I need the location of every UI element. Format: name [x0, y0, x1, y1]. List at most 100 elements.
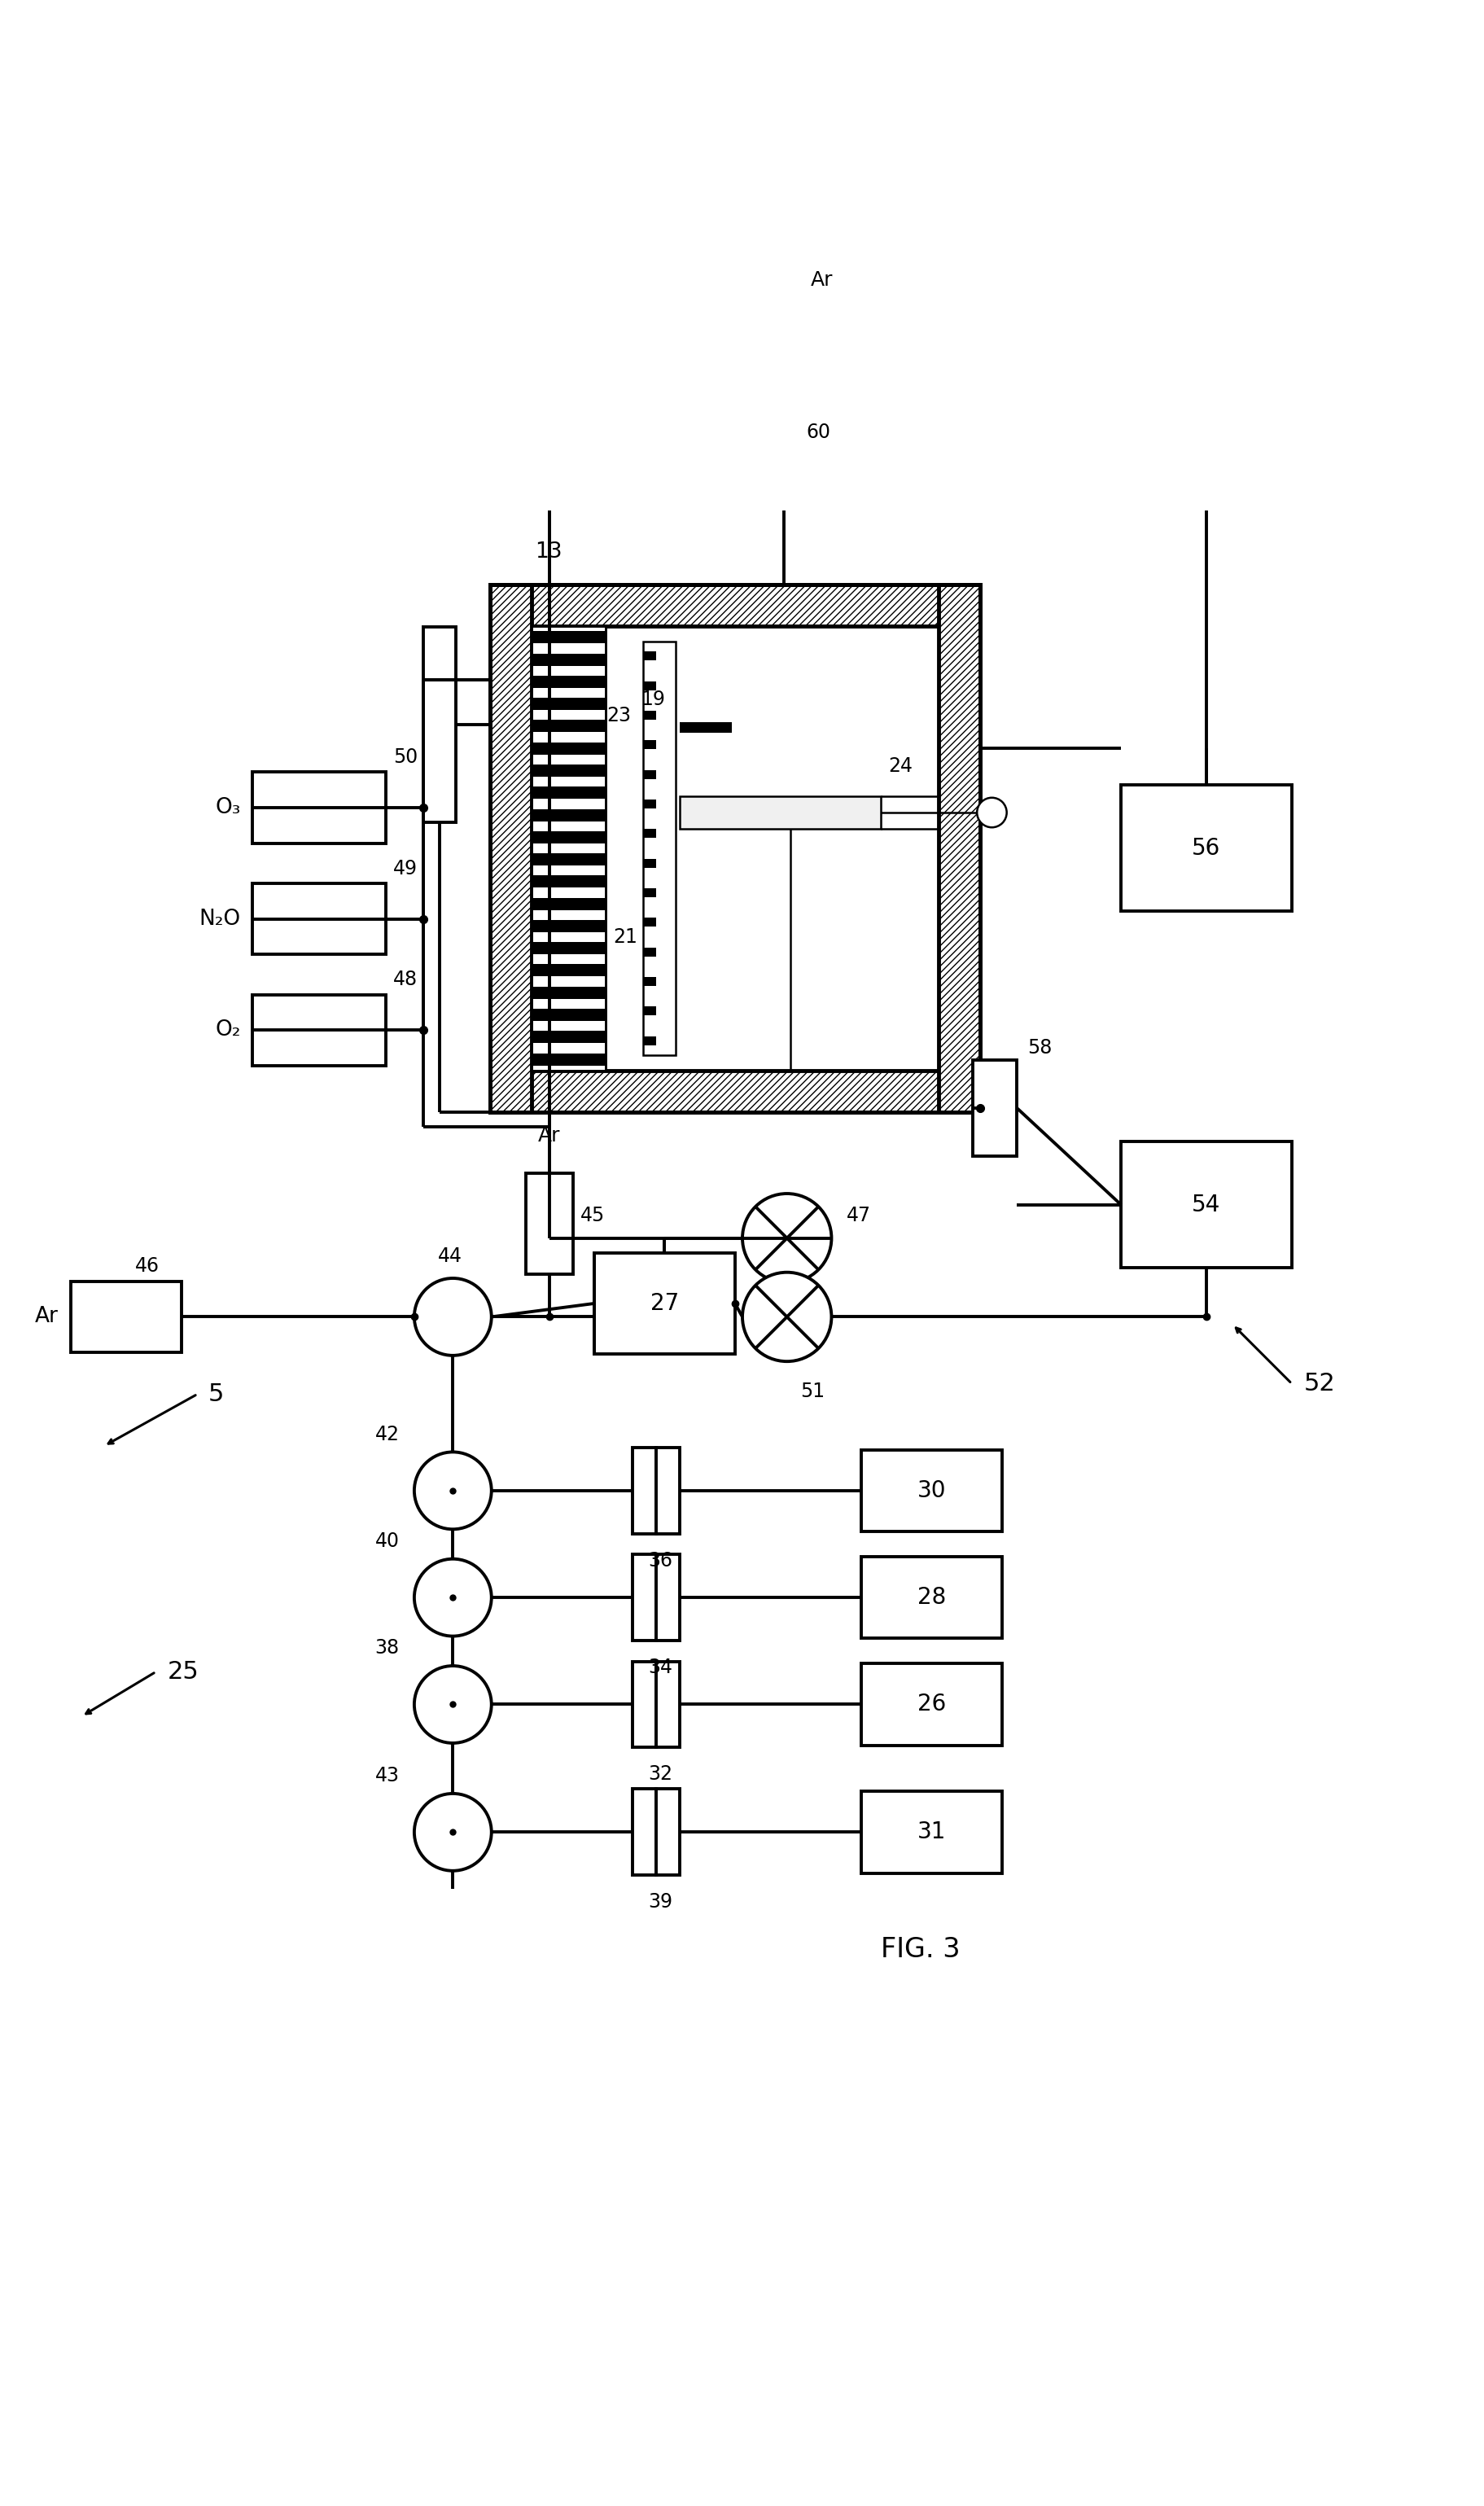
Bar — [656, 1661, 680, 1747]
Bar — [643, 917, 656, 927]
Bar — [643, 682, 656, 689]
Text: 38: 38 — [374, 1639, 399, 1659]
Bar — [531, 897, 605, 910]
Text: 26: 26 — [917, 1694, 945, 1717]
Text: 60: 60 — [806, 424, 830, 441]
Bar — [861, 1451, 1002, 1531]
Bar — [680, 722, 732, 732]
Text: 5: 5 — [208, 1383, 224, 1406]
Bar — [594, 1253, 735, 1353]
Bar — [531, 697, 605, 709]
Bar — [490, 584, 531, 1113]
Bar — [490, 584, 979, 626]
Bar — [531, 1030, 605, 1042]
Text: 32: 32 — [649, 1764, 672, 1784]
Text: 52: 52 — [1303, 1371, 1334, 1396]
Bar — [643, 652, 656, 662]
Bar — [531, 626, 605, 1070]
Bar — [643, 1007, 656, 1015]
Text: 28: 28 — [917, 1586, 945, 1609]
Text: O₃: O₃ — [215, 797, 240, 817]
Text: 43: 43 — [375, 1767, 399, 1784]
Bar — [71, 1281, 181, 1353]
Text: FIG. 3: FIG. 3 — [880, 1937, 960, 1962]
Bar — [656, 1554, 680, 1641]
Text: O₂: O₂ — [215, 1020, 240, 1040]
Text: 36: 36 — [649, 1551, 672, 1571]
Bar — [252, 772, 386, 842]
Bar — [643, 860, 656, 867]
Bar — [531, 1053, 605, 1065]
Text: 46: 46 — [135, 1256, 159, 1276]
Bar — [531, 742, 605, 754]
Bar — [972, 1060, 1017, 1155]
Bar — [531, 654, 605, 667]
Bar — [525, 1173, 573, 1273]
Bar — [531, 809, 605, 822]
Bar — [861, 1792, 1002, 1872]
Bar — [656, 1789, 680, 1874]
Bar — [656, 1448, 680, 1534]
Text: 58: 58 — [1027, 1037, 1052, 1058]
Bar — [760, 376, 807, 489]
Bar — [643, 769, 656, 779]
Text: Ar: Ar — [36, 1306, 59, 1328]
Bar — [490, 1070, 979, 1113]
Text: 39: 39 — [649, 1892, 672, 1912]
Text: 42: 42 — [375, 1423, 399, 1443]
Bar — [643, 1037, 656, 1045]
Bar — [861, 1664, 1002, 1744]
Text: Ar: Ar — [537, 1125, 561, 1145]
Bar — [531, 764, 605, 777]
Text: 24: 24 — [887, 757, 911, 777]
Bar — [531, 942, 605, 955]
Bar — [252, 882, 386, 955]
Bar — [1120, 784, 1291, 912]
Bar — [531, 626, 605, 1070]
Bar — [531, 677, 605, 689]
Bar — [632, 1789, 656, 1874]
Bar — [531, 987, 605, 1000]
Bar — [531, 719, 605, 732]
Bar — [531, 787, 605, 799]
Text: 54: 54 — [1192, 1193, 1220, 1215]
Bar — [531, 1010, 605, 1020]
Circle shape — [742, 1193, 831, 1283]
Text: 23: 23 — [607, 707, 631, 727]
Bar — [252, 995, 386, 1065]
Bar — [643, 829, 656, 837]
Text: 45: 45 — [580, 1205, 605, 1225]
Text: 25: 25 — [168, 1659, 199, 1684]
Circle shape — [414, 1559, 491, 1636]
Circle shape — [414, 1278, 491, 1356]
Bar — [531, 632, 605, 644]
Bar — [531, 920, 605, 932]
Text: 50: 50 — [393, 747, 418, 767]
Bar — [632, 1554, 656, 1641]
Bar — [643, 887, 656, 897]
Bar — [643, 712, 656, 719]
Text: 27: 27 — [650, 1293, 678, 1316]
Text: 47: 47 — [846, 1205, 870, 1225]
Bar — [531, 965, 605, 977]
Bar — [643, 977, 656, 985]
Bar — [643, 739, 656, 749]
Text: N₂O: N₂O — [199, 907, 240, 930]
Bar — [632, 1661, 656, 1747]
Circle shape — [414, 1451, 491, 1529]
Text: 21: 21 — [613, 927, 637, 947]
Circle shape — [414, 1666, 491, 1744]
Text: Ar: Ar — [810, 271, 833, 291]
Text: 13: 13 — [534, 541, 561, 564]
Bar — [531, 875, 605, 887]
Text: 51: 51 — [800, 1381, 825, 1401]
Text: 31: 31 — [917, 1822, 945, 1844]
Bar — [423, 626, 456, 822]
Text: 48: 48 — [393, 970, 418, 990]
Circle shape — [742, 1273, 831, 1361]
Text: 40: 40 — [375, 1531, 399, 1551]
Bar — [680, 797, 880, 829]
Text: 44: 44 — [438, 1245, 462, 1266]
Text: 19: 19 — [641, 689, 665, 709]
Bar — [643, 642, 675, 1055]
